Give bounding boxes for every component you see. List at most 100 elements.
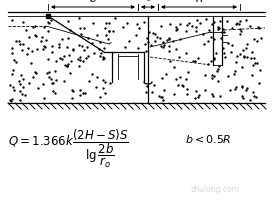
Point bbox=[240, 84, 244, 88]
Point bbox=[200, 32, 205, 35]
Point bbox=[30, 49, 35, 53]
Point bbox=[42, 96, 46, 99]
Point bbox=[66, 36, 70, 40]
Point bbox=[205, 39, 210, 43]
Point bbox=[212, 74, 216, 78]
Point bbox=[31, 75, 35, 79]
Point bbox=[191, 59, 196, 63]
Point bbox=[210, 94, 215, 98]
Point bbox=[10, 46, 14, 50]
Point bbox=[174, 27, 179, 31]
Point bbox=[83, 57, 88, 60]
Point bbox=[150, 91, 154, 94]
Point bbox=[160, 95, 164, 99]
Point bbox=[20, 92, 25, 96]
Point bbox=[242, 55, 247, 59]
Point bbox=[51, 89, 55, 92]
Point bbox=[185, 92, 189, 95]
Point bbox=[174, 28, 178, 32]
Point bbox=[192, 96, 197, 99]
Point bbox=[120, 25, 125, 28]
Point bbox=[197, 93, 201, 96]
Point bbox=[8, 99, 12, 102]
Point bbox=[233, 88, 237, 91]
Point bbox=[53, 92, 57, 95]
Point bbox=[174, 25, 178, 29]
Point bbox=[245, 55, 250, 59]
Point bbox=[217, 64, 221, 68]
Point bbox=[239, 29, 244, 33]
Point bbox=[71, 47, 75, 51]
Point bbox=[221, 27, 225, 31]
Point bbox=[65, 45, 69, 49]
Point bbox=[225, 19, 229, 22]
Text: $r_o$: $r_o$ bbox=[143, 0, 153, 4]
Point bbox=[78, 56, 82, 59]
Point bbox=[222, 56, 227, 59]
Point bbox=[184, 77, 189, 81]
Point bbox=[81, 92, 85, 95]
Point bbox=[244, 18, 248, 22]
Point bbox=[206, 63, 210, 66]
Point bbox=[210, 23, 215, 26]
Point bbox=[70, 97, 74, 100]
Point bbox=[67, 54, 71, 57]
Point bbox=[253, 61, 257, 64]
Point bbox=[92, 51, 96, 54]
Point bbox=[21, 42, 26, 45]
Point bbox=[135, 47, 140, 50]
Point bbox=[196, 95, 201, 98]
Point bbox=[49, 77, 53, 81]
Point bbox=[234, 86, 238, 89]
Point bbox=[171, 40, 175, 43]
Point bbox=[164, 72, 169, 75]
Point bbox=[208, 35, 213, 38]
Point bbox=[217, 27, 222, 30]
Point bbox=[184, 52, 188, 55]
Point bbox=[146, 40, 150, 43]
Point bbox=[254, 39, 259, 42]
Point bbox=[174, 47, 179, 50]
Point bbox=[250, 50, 254, 53]
Bar bbox=[46, 14, 50, 18]
Point bbox=[85, 45, 90, 48]
Text: $R$: $R$ bbox=[195, 0, 203, 4]
Point bbox=[45, 71, 49, 74]
Point bbox=[80, 45, 84, 48]
Point bbox=[26, 36, 31, 39]
Point bbox=[10, 98, 15, 101]
Point bbox=[24, 29, 28, 32]
Point bbox=[252, 95, 256, 98]
Point bbox=[167, 44, 172, 48]
Point bbox=[234, 21, 239, 24]
Point bbox=[40, 48, 45, 51]
Point bbox=[220, 30, 224, 33]
Point bbox=[76, 58, 80, 61]
Point bbox=[57, 42, 61, 46]
Point bbox=[102, 81, 107, 84]
Point bbox=[22, 94, 27, 97]
Point bbox=[143, 43, 147, 46]
Point bbox=[171, 93, 176, 96]
Point bbox=[159, 24, 163, 27]
Point bbox=[77, 17, 82, 20]
Point bbox=[243, 46, 248, 49]
Point bbox=[194, 25, 198, 29]
Point bbox=[167, 50, 172, 53]
Point bbox=[90, 41, 94, 45]
Point bbox=[67, 29, 72, 32]
Point bbox=[54, 78, 58, 81]
Point bbox=[228, 89, 232, 92]
Point bbox=[70, 89, 74, 92]
Point bbox=[62, 54, 66, 57]
Point bbox=[19, 73, 23, 76]
Point bbox=[34, 34, 38, 37]
Point bbox=[195, 19, 200, 22]
Point bbox=[240, 85, 245, 88]
Point bbox=[165, 38, 169, 42]
Point bbox=[34, 71, 38, 74]
Point bbox=[91, 21, 96, 25]
Point bbox=[103, 26, 107, 29]
Point bbox=[101, 79, 105, 82]
Point bbox=[108, 81, 112, 85]
